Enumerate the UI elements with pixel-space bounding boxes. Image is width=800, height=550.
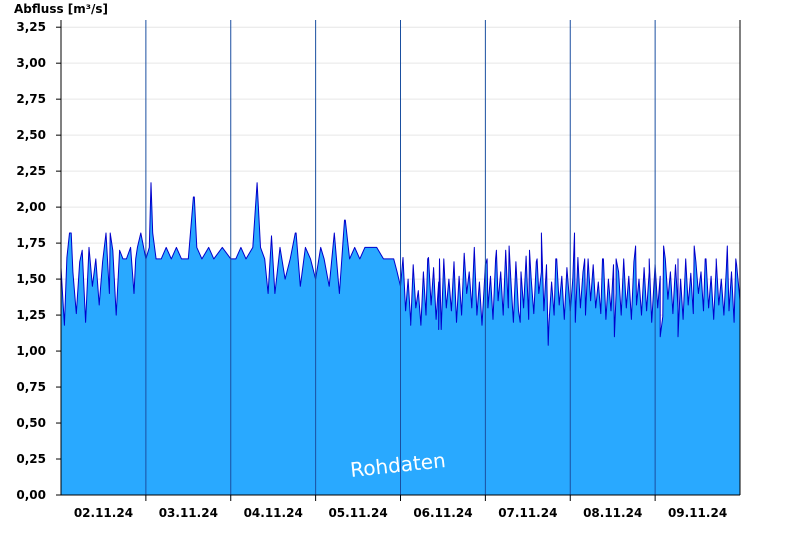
x-ticks: 02.11.24 03.11.24 04.11.24 05.11.24 06.11.24… xyxy=(74,495,727,520)
y-tick-label-1: 0,25 xyxy=(16,452,46,466)
y-ticks: 0,00 0,25 0,50 0,75 1,00 1,25 1,50 1,75 2,00 2,25… xyxy=(16,20,61,502)
y-tick-label-5: 1,25 xyxy=(16,308,46,322)
y-tick-label-7: 1,75 xyxy=(16,236,46,250)
series-line xyxy=(60,182,741,346)
y-tick-label-6: 1,50 xyxy=(16,272,46,286)
x-tick-label-3: 05.11.24 xyxy=(328,506,387,520)
y-tick-label-9: 2,25 xyxy=(16,164,46,178)
y-tick-label-2: 0,50 xyxy=(16,416,46,430)
y-tick-label-12: 3,00 xyxy=(16,56,46,70)
y-tick-label-11: 2,75 xyxy=(16,92,46,106)
y-tick-label-3: 0,75 xyxy=(16,380,46,394)
x-tick-label-4: 06.11.24 xyxy=(413,506,472,520)
x-tick-label-7: 09.11.24 xyxy=(668,506,727,520)
y-tick-label-0: 0,00 xyxy=(16,488,46,502)
x-tick-label-0: 02.11.24 xyxy=(74,506,133,520)
x-tick-label-6: 08.11.24 xyxy=(583,506,642,520)
y-tick-label-8: 2,00 xyxy=(16,200,46,214)
y-tick-label-13: 3,25 xyxy=(16,20,46,34)
day-separators xyxy=(145,20,656,495)
x-tick-label-2: 04.11.24 xyxy=(244,506,303,520)
y-tick-label-4: 1,00 xyxy=(16,344,46,358)
x-tick-label-5: 07.11.24 xyxy=(498,506,557,520)
y-axis-title: Abfluss [m³/s] xyxy=(14,2,108,16)
x-tick-label-1: 03.11.24 xyxy=(159,506,218,520)
y-tick-label-10: 2,50 xyxy=(16,128,46,142)
